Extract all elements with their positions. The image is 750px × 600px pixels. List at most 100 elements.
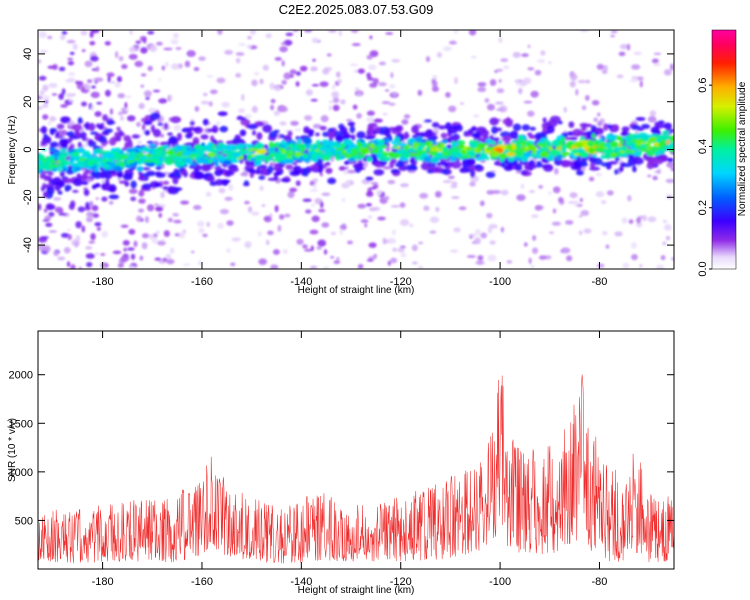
heatmap-ridge-cell: [609, 141, 619, 148]
heatmap-ridge-cell: [313, 145, 318, 150]
heatmap-speckle: [149, 233, 153, 240]
heatmap-speckle: [369, 50, 379, 58]
heatmap-speckle: [167, 217, 174, 223]
heatmap-ridge-cell: [486, 146, 493, 151]
heatmap-halo: [106, 121, 116, 125]
colorbar-gradient: [711, 29, 737, 270]
heatmap-speckle: [170, 38, 179, 45]
heatmap-ridge-cell: [523, 151, 533, 158]
heatmap-speckle: [96, 101, 103, 105]
heatmap-ridge-cell: [490, 151, 500, 157]
heatmap-ridge-cell: [138, 148, 143, 153]
heatmap-speckle: [574, 200, 579, 207]
heatmap-speckle: [506, 260, 513, 264]
heatmap-speckle: [270, 104, 275, 111]
heatmap-halo: [589, 162, 596, 168]
heatmap-speckle: [38, 203, 42, 211]
heatmap-speckle: [622, 262, 630, 269]
heatmap-speckle: [277, 224, 282, 232]
heatmap-ridge-cell: [610, 152, 617, 158]
heatmap-speckle: [352, 104, 358, 110]
heatmap-speckle: [144, 216, 149, 223]
heatmap-halo: [452, 135, 461, 141]
heatmap-speckle: [278, 106, 288, 113]
heatmap-halo: [76, 173, 82, 180]
heatmap-halo: [95, 123, 101, 128]
heatmap-ridge-cell: [324, 150, 334, 157]
heatmap-speckle: [96, 226, 101, 231]
heatmap-speckle: [258, 258, 268, 265]
heatmap-halo: [424, 165, 432, 170]
heatmap-ridge-cell: [41, 156, 47, 163]
heatmap-speckle: [319, 201, 324, 209]
heatmap-speckle: [347, 240, 354, 245]
heatmap-ridge-cell: [174, 160, 183, 168]
heatmap-halo: [68, 131, 75, 138]
spectrogram-y-tick-label: 40: [22, 48, 34, 60]
heatmap-halo: [73, 178, 83, 187]
heatmap-speckle: [152, 89, 161, 93]
heatmap-speckle: [48, 211, 55, 217]
heatmap-speckle: [209, 89, 218, 95]
heatmap-halo: [174, 170, 181, 179]
heatmap-speckle: [289, 69, 297, 75]
heatmap-speckle: [503, 65, 510, 70]
heatmap-ridge-cell: [649, 136, 657, 142]
heatmap-ridge-cell: [295, 152, 303, 157]
heatmap-speckle: [367, 215, 373, 219]
heatmap-speckle: [328, 105, 333, 111]
heatmap-speckle: [208, 101, 213, 107]
heatmap-speckle: [193, 66, 200, 72]
heatmap-speckle: [382, 195, 390, 201]
heatmap-halo: [409, 158, 415, 164]
heatmap-speckle: [170, 63, 180, 70]
heatmap-speckle: [175, 46, 182, 51]
heatmap-ridge-cell: [110, 147, 119, 153]
heatmap-halo: [579, 122, 589, 128]
heatmap-halo: [228, 166, 239, 173]
heatmap-halo: [549, 115, 561, 123]
heatmap-halo: [647, 157, 658, 166]
heatmap-speckle: [636, 222, 643, 228]
heatmap-speckle: [317, 239, 327, 247]
heatmap-ridge-cell: [376, 139, 386, 143]
heatmap-speckle: [666, 236, 670, 241]
heatmap-speckle: [328, 100, 335, 104]
heatmap-speckle: [350, 30, 359, 34]
heatmap-halo: [234, 134, 241, 141]
heatmap-speckle: [41, 104, 49, 108]
heatmap-speckle: [647, 115, 657, 123]
heatmap-halo: [122, 173, 133, 181]
heatmap-halo: [95, 183, 101, 188]
heatmap-speckle: [601, 200, 607, 205]
spectrogram-y-ticks: -40 -20 0 20 40: [22, 48, 674, 253]
heatmap-speckle: [469, 181, 476, 187]
heatmap-speckle: [86, 261, 93, 268]
heatmap-speckle: [530, 265, 535, 268]
heatmap-speckle: [494, 69, 498, 74]
heatmap-halo: [155, 165, 162, 170]
heatmap-speckle: [357, 203, 367, 209]
heatmap-speckle: [345, 118, 353, 122]
heatmap-speckle: [108, 200, 114, 205]
heatmap-speckle: [138, 190, 145, 197]
snr-x-tick-label: -180: [92, 576, 114, 588]
heatmap-speckle: [196, 220, 205, 227]
heatmap-halo: [257, 164, 268, 170]
heatmap-speckle: [387, 179, 396, 185]
heatmap-speckle: [172, 212, 180, 217]
heatmap-halo: [350, 134, 356, 141]
heatmap-speckle: [244, 241, 252, 249]
heatmap-speckle: [88, 240, 96, 244]
heatmap-speckle: [154, 203, 159, 207]
heatmap-speckle: [343, 170, 348, 175]
heatmap-speckle: [85, 201, 90, 209]
heatmap-ridge-cell: [506, 151, 516, 157]
heatmap-speckle: [84, 83, 91, 91]
heatmap-halo: [71, 123, 83, 131]
heatmap-speckle: [663, 69, 672, 76]
heatmap-ridge-cell: [145, 161, 156, 168]
heatmap-ridge-cell: [72, 151, 80, 158]
heatmap-speckle: [126, 115, 136, 122]
heatmap-ridge-cell: [230, 155, 238, 162]
